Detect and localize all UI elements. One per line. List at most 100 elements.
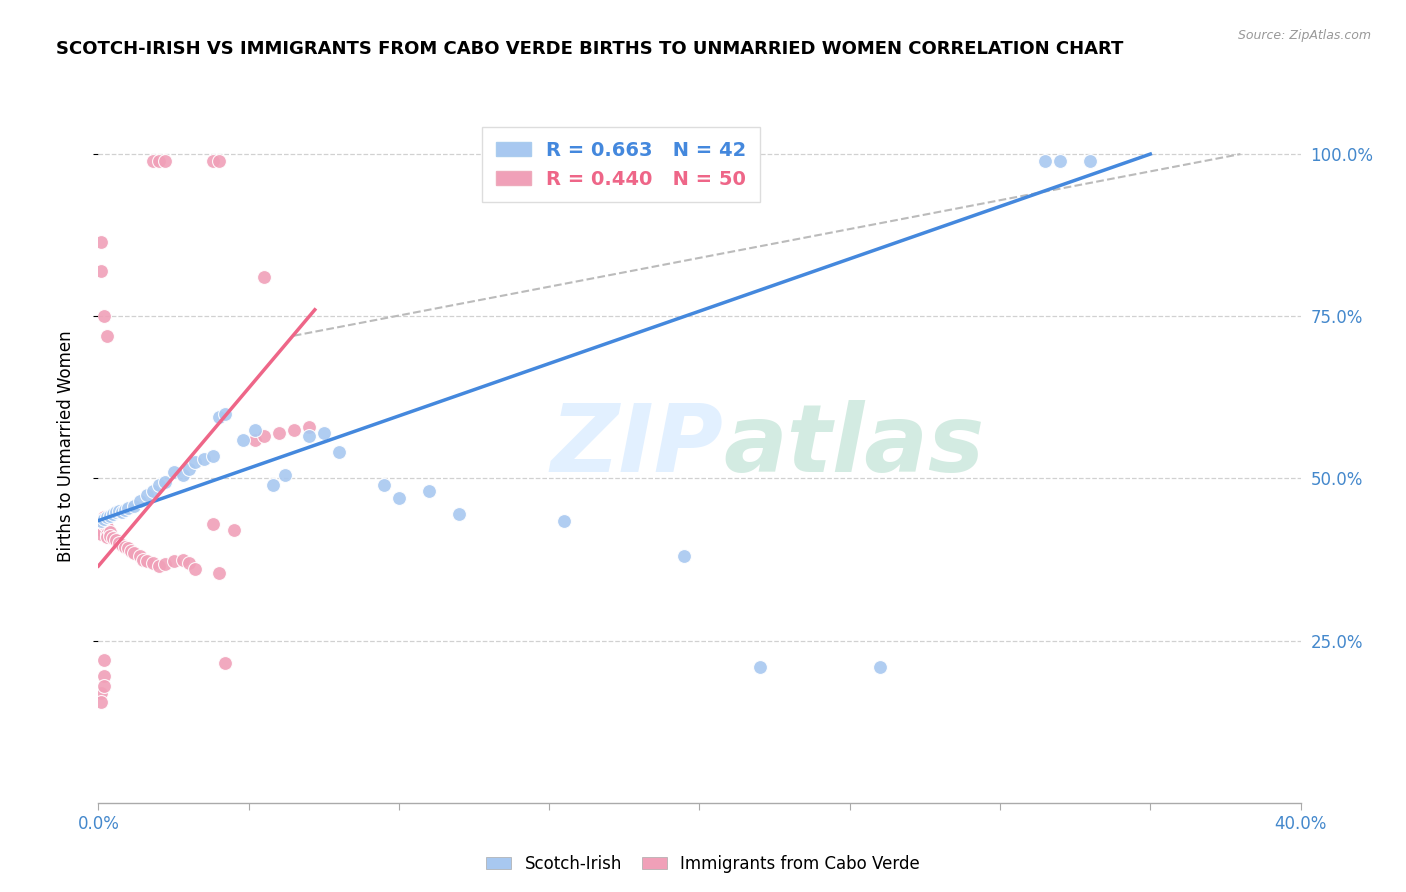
Point	[141, 484, 163, 499]
Point	[114, 502, 136, 516]
Point	[105, 533, 128, 547]
Point	[103, 507, 125, 521]
Point	[148, 153, 170, 168]
Point	[93, 669, 115, 683]
Point	[124, 499, 146, 513]
Point	[162, 554, 184, 568]
Point	[177, 556, 200, 570]
Point	[93, 679, 115, 693]
Text: Source: ZipAtlas.com: Source: ZipAtlas.com	[1237, 29, 1371, 43]
Text: atlas: atlas	[724, 400, 984, 492]
Point	[90, 695, 112, 709]
Point	[201, 449, 224, 463]
Point	[90, 685, 112, 699]
Point	[262, 478, 284, 492]
Point	[108, 536, 131, 550]
Point	[214, 657, 236, 671]
Text: ZIP: ZIP	[551, 400, 724, 492]
Point	[177, 461, 200, 475]
Point	[129, 549, 152, 564]
Point	[117, 500, 139, 515]
Point	[141, 556, 163, 570]
Point	[208, 566, 231, 580]
Point	[232, 433, 254, 447]
Point	[312, 425, 335, 440]
Point	[553, 514, 575, 528]
Point	[100, 509, 122, 524]
Point	[148, 478, 170, 492]
Point	[111, 538, 134, 552]
Point	[141, 153, 163, 168]
Point	[162, 465, 184, 479]
Point	[93, 512, 115, 526]
Point	[1033, 153, 1056, 168]
Point	[121, 544, 143, 558]
Point	[1049, 153, 1071, 168]
Point	[183, 562, 205, 576]
Point	[93, 516, 115, 531]
Point	[100, 528, 122, 542]
Point	[96, 510, 118, 524]
Point	[96, 530, 118, 544]
Point	[1078, 153, 1101, 168]
Point	[447, 507, 470, 521]
Point	[153, 557, 176, 571]
Point	[96, 328, 118, 343]
Point	[90, 264, 112, 278]
Point	[253, 429, 276, 443]
Point	[93, 510, 115, 524]
Point	[135, 488, 157, 502]
Point	[129, 494, 152, 508]
Legend: R = 0.663   N = 42, R = 0.440   N = 50: R = 0.663 N = 42, R = 0.440 N = 50	[482, 128, 761, 202]
Point	[96, 526, 118, 541]
Point	[117, 541, 139, 556]
Point	[172, 552, 194, 566]
Point	[90, 514, 112, 528]
Point	[105, 505, 128, 519]
Point	[100, 524, 122, 539]
Point	[90, 526, 112, 541]
Point	[93, 653, 115, 667]
Point	[111, 505, 134, 519]
Point	[267, 425, 290, 440]
Point	[208, 153, 231, 168]
Point	[183, 455, 205, 469]
Point	[243, 433, 266, 447]
Point	[93, 514, 115, 528]
Point	[201, 516, 224, 531]
Point	[108, 504, 131, 518]
Point	[748, 659, 770, 673]
Point	[193, 452, 215, 467]
Point	[114, 540, 136, 554]
Point	[274, 468, 297, 483]
Point	[90, 235, 112, 249]
Point	[373, 478, 395, 492]
Point	[298, 419, 321, 434]
Point	[253, 270, 276, 285]
Point	[201, 153, 224, 168]
Legend: Scotch-Irish, Immigrants from Cabo Verde: Scotch-Irish, Immigrants from Cabo Verde	[479, 848, 927, 880]
Point	[132, 552, 155, 566]
Point	[124, 546, 146, 560]
Point	[153, 475, 176, 489]
Point	[93, 310, 115, 324]
Point	[418, 484, 440, 499]
Point	[90, 524, 112, 538]
Point	[869, 659, 891, 673]
Point	[96, 520, 118, 534]
Point	[222, 524, 245, 538]
Point	[243, 423, 266, 437]
Point	[328, 445, 350, 459]
Y-axis label: Births to Unmarried Women: Births to Unmarried Women	[56, 330, 75, 562]
Text: SCOTCH-IRISH VS IMMIGRANTS FROM CABO VERDE BIRTHS TO UNMARRIED WOMEN CORRELATION: SCOTCH-IRISH VS IMMIGRANTS FROM CABO VER…	[56, 40, 1123, 58]
Point	[153, 153, 176, 168]
Point	[298, 429, 321, 443]
Point	[148, 559, 170, 574]
Point	[214, 407, 236, 421]
Point	[388, 491, 411, 505]
Point	[208, 409, 231, 424]
Point	[283, 423, 305, 437]
Point	[103, 531, 125, 545]
Point	[673, 549, 696, 564]
Point	[172, 468, 194, 483]
